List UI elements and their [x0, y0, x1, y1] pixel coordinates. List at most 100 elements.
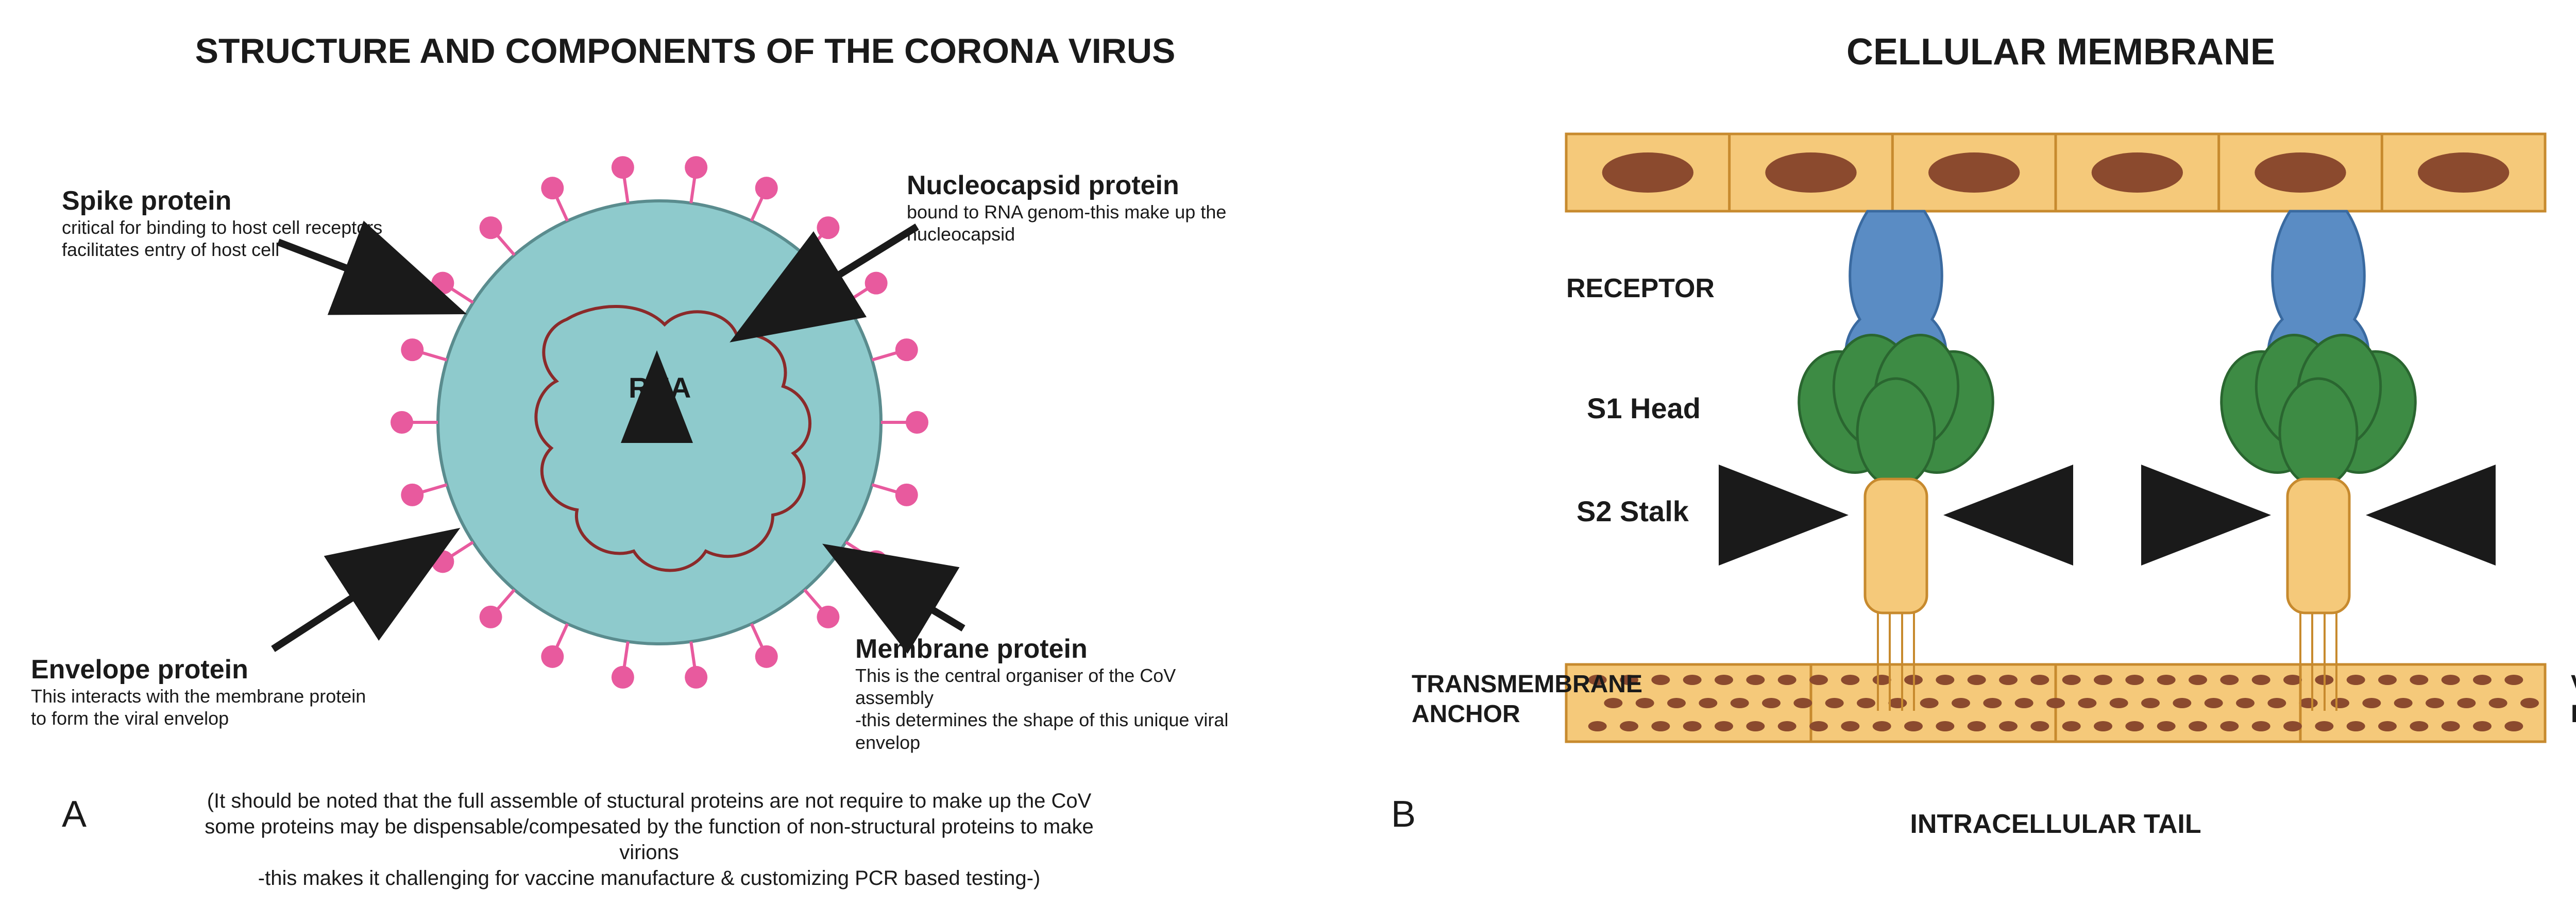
- envelope-dot: [1651, 721, 1670, 731]
- envelope-protein-arrow: [273, 536, 448, 649]
- envelope-dot: [2283, 675, 2302, 685]
- envelope-dot: [2394, 698, 2413, 708]
- spike-head: [906, 411, 928, 434]
- envelope-dot: [2426, 698, 2444, 708]
- envelope-dot: [1762, 698, 1781, 708]
- envelope-protein-label-title: Envelope protein: [31, 654, 366, 685]
- envelope-dot: [1667, 698, 1686, 708]
- envelope-dot: [1999, 721, 2018, 731]
- spike-protein-label-title: Spike protein: [62, 185, 382, 216]
- envelope-dot: [1715, 675, 1733, 685]
- membrane-protein-label-desc: This is the central organiser of the CoV…: [855, 664, 1247, 754]
- envelope-dot: [2362, 698, 2381, 708]
- envelope-dot: [2236, 698, 2255, 708]
- envelope-dot: [1731, 698, 1749, 708]
- envelope-dot: [2331, 698, 2349, 708]
- envelope-dot: [2062, 675, 2081, 685]
- envelope-dot: [2030, 675, 2049, 685]
- envelope-dot: [1746, 675, 1765, 685]
- spike-head: [755, 177, 778, 199]
- envelope-dot: [2410, 675, 2428, 685]
- s2-stalk-label: S2 Stalk: [1577, 494, 1689, 528]
- envelope-dot: [1683, 675, 1702, 685]
- spike-head: [895, 484, 918, 506]
- spike-head: [895, 338, 918, 361]
- viral-envelope-label: VIRALENVELOPE: [2571, 670, 2576, 729]
- spike-head: [480, 606, 502, 628]
- envelope-dot: [2442, 721, 2460, 731]
- envelope-dot: [1809, 675, 1828, 685]
- envelope-protein-label: Envelope proteinThis interacts with the …: [31, 654, 366, 729]
- envelope-dot: [2252, 721, 2270, 731]
- envelope-dot: [2473, 721, 2492, 731]
- spike-head: [541, 645, 564, 668]
- membrane-protein-label: Membrane proteinThis is the central orga…: [855, 634, 1247, 754]
- nucleocapsid-protein-label: Nucleocapsid proteinbound to RNA genom-t…: [907, 170, 1226, 245]
- spike-head: [612, 156, 634, 179]
- spike-head: [401, 338, 423, 361]
- envelope-dot: [2489, 698, 2507, 708]
- envelope-dot: [1809, 721, 1828, 731]
- membrane-cell-nucleus: [2092, 152, 2183, 193]
- spike-head: [817, 606, 839, 628]
- envelope-dot: [2283, 721, 2302, 731]
- envelope-dot: [2189, 721, 2207, 731]
- envelope-dot: [2410, 721, 2428, 731]
- membrane-cell-nucleus: [1602, 152, 1693, 193]
- envelope-dot: [1968, 721, 1986, 731]
- membrane-cell-nucleus: [1928, 152, 2020, 193]
- spike-unit-1: [2206, 211, 2430, 711]
- spike-head: [865, 272, 888, 295]
- envelope-dot: [2267, 698, 2286, 708]
- envelope-dot: [1651, 675, 1670, 685]
- envelope-dot: [2110, 698, 2128, 708]
- envelope-dot: [2442, 675, 2460, 685]
- envelope-dot: [2157, 675, 2176, 685]
- spike-protein-label: Spike proteincritical for binding to hos…: [62, 185, 382, 261]
- envelope-dot: [1873, 675, 1891, 685]
- s1-lobe: [1857, 379, 1935, 487]
- envelope-dot: [2094, 721, 2112, 731]
- intracellular-tail-label: INTRACELLULAR TAIL: [1865, 809, 2246, 840]
- envelope-dot: [2173, 698, 2191, 708]
- envelope-dot: [1983, 698, 2002, 708]
- envelope-dot: [1841, 721, 1859, 731]
- envelope-dot: [2504, 721, 2523, 731]
- spike-head: [480, 216, 502, 239]
- s1-head-label: S1 Head: [1587, 391, 1701, 425]
- s1-lobe: [2280, 379, 2357, 487]
- receptor-label: RECEPTOR: [1566, 273, 1715, 304]
- spike-head: [541, 177, 564, 199]
- envelope-dot: [1936, 675, 1954, 685]
- envelope-dot: [1778, 675, 1797, 685]
- envelope-dot: [1999, 675, 2018, 685]
- envelope-dot: [1873, 721, 1891, 731]
- membrane-protein-arrow: [835, 551, 963, 628]
- envelope-dot: [1793, 698, 1812, 708]
- envelope-dot: [2315, 721, 2333, 731]
- envelope-dot: [2252, 675, 2270, 685]
- spike-unit-0: [1784, 211, 2008, 711]
- envelope-dot: [1699, 698, 1717, 708]
- envelope-dot: [2078, 698, 2096, 708]
- nucleocapsid-protein-label-desc: bound to RNA genom-this make up thenucle…: [907, 201, 1226, 245]
- envelope-dot: [2141, 698, 2160, 708]
- envelope-dot: [2157, 721, 2176, 731]
- envelope-dot: [2015, 698, 2033, 708]
- spike-head: [755, 645, 778, 668]
- envelope-dot: [1888, 698, 1907, 708]
- envelope-dot: [2046, 698, 2065, 708]
- envelope-dot: [1778, 721, 1797, 731]
- envelope-dot: [1746, 721, 1765, 731]
- s2-stalk-shape: [2287, 479, 2349, 613]
- envelope-dot: [1936, 721, 1954, 731]
- envelope-dot: [2125, 721, 2144, 731]
- panel-a-footnote: (It should be noted that the full assemb…: [185, 788, 1113, 891]
- envelope-protein-label-desc: This interacts with the membrane protein…: [31, 685, 366, 729]
- diagram-svg: [0, 0, 2576, 906]
- spike-head: [685, 156, 707, 179]
- spike-head: [685, 666, 707, 689]
- envelope-dot: [2125, 675, 2144, 685]
- spike-head: [391, 411, 413, 434]
- viral-envelope: [1566, 664, 2545, 742]
